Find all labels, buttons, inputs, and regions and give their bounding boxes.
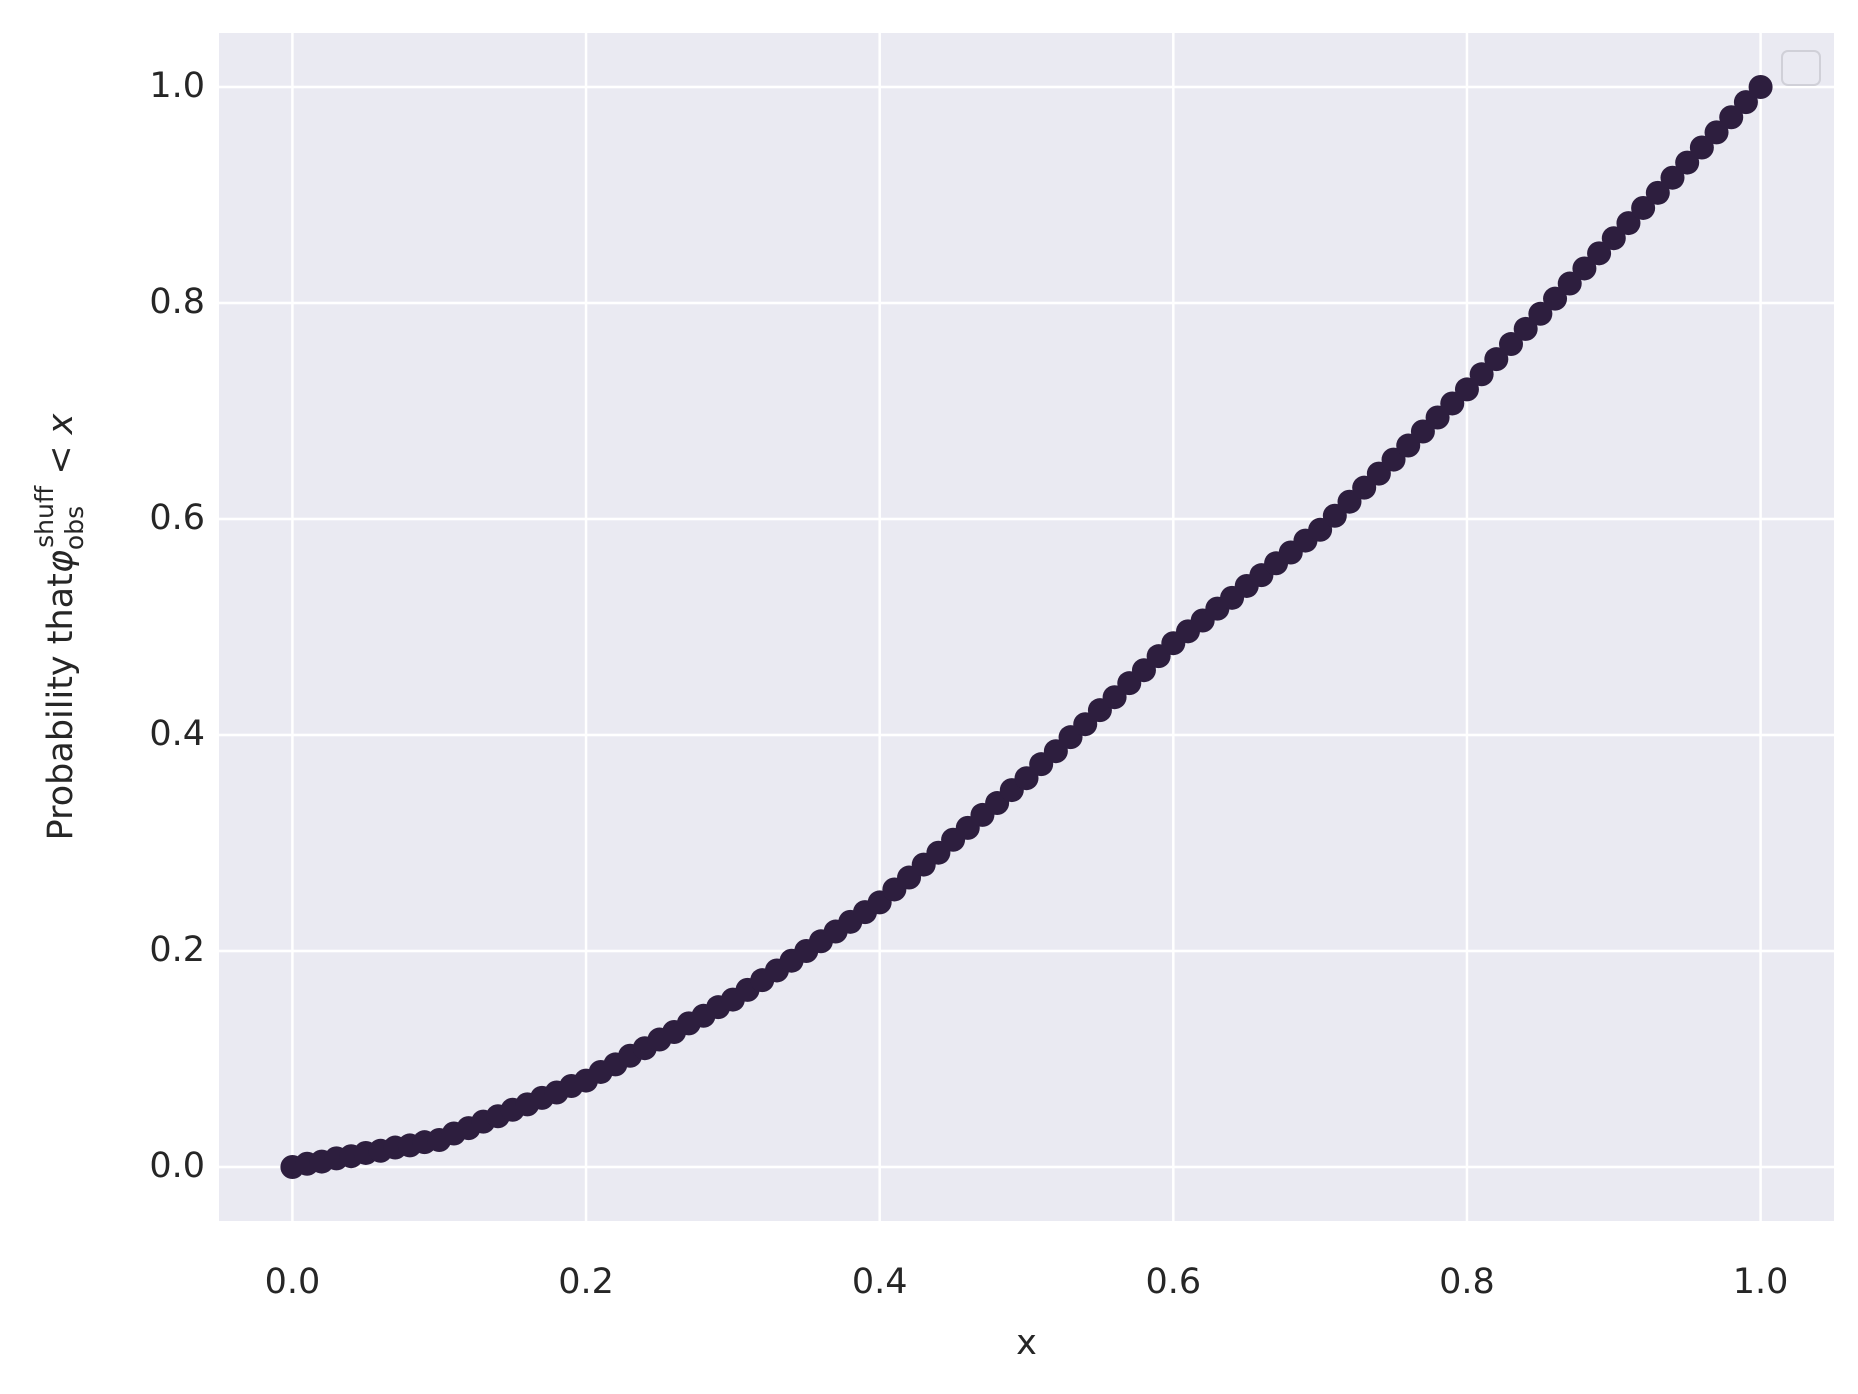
- x-tick-label: 0.8: [1439, 1262, 1495, 1302]
- x-tick-label: 1.0: [1733, 1262, 1789, 1302]
- point: [1675, 150, 1700, 175]
- y-tick-label: 0.8: [149, 282, 205, 322]
- y-axis-label-part: obs: [60, 506, 89, 550]
- point: [1484, 347, 1509, 372]
- x-axis-label: x: [1016, 1323, 1037, 1363]
- x-tick-label: 0.6: [1145, 1262, 1201, 1302]
- y-axis-label-part: φ: [41, 550, 81, 573]
- point: [1645, 180, 1670, 205]
- y-axis-label: Probability thatφobsshuff < x: [30, 413, 89, 840]
- point: [1454, 377, 1479, 402]
- x-tick-label: 0.0: [265, 1262, 321, 1302]
- y-axis-label-part: shuff: [30, 485, 59, 548]
- point: [1660, 165, 1685, 190]
- point: [1528, 301, 1553, 326]
- y-tick-label: 0.6: [149, 498, 205, 538]
- point: [1587, 241, 1612, 266]
- y-tick-label: 0.0: [149, 1146, 205, 1186]
- point: [1513, 316, 1538, 341]
- point: [1469, 362, 1494, 387]
- y-axis-label-part: < x: [41, 413, 81, 486]
- x-tick-label: 0.4: [852, 1262, 908, 1302]
- y-tick-label: 1.0: [149, 66, 205, 106]
- x-tick-label: 0.2: [558, 1262, 614, 1302]
- point: [1572, 256, 1597, 281]
- point: [1719, 105, 1744, 130]
- y-axis-label-part: Probability that: [41, 573, 81, 840]
- point: [1499, 332, 1523, 357]
- point: [1601, 226, 1626, 251]
- point: [1543, 286, 1568, 311]
- point: [1733, 90, 1758, 115]
- y-tick-label: 0.2: [149, 930, 205, 970]
- point: [1748, 75, 1773, 99]
- legend-box: [1781, 50, 1821, 86]
- plot-area: [219, 33, 1834, 1221]
- point: [1631, 195, 1656, 220]
- y-tick-label: 0.4: [149, 714, 205, 754]
- point: [1704, 120, 1729, 145]
- point: [1689, 135, 1714, 160]
- point: [1557, 271, 1582, 296]
- point: [1616, 211, 1641, 236]
